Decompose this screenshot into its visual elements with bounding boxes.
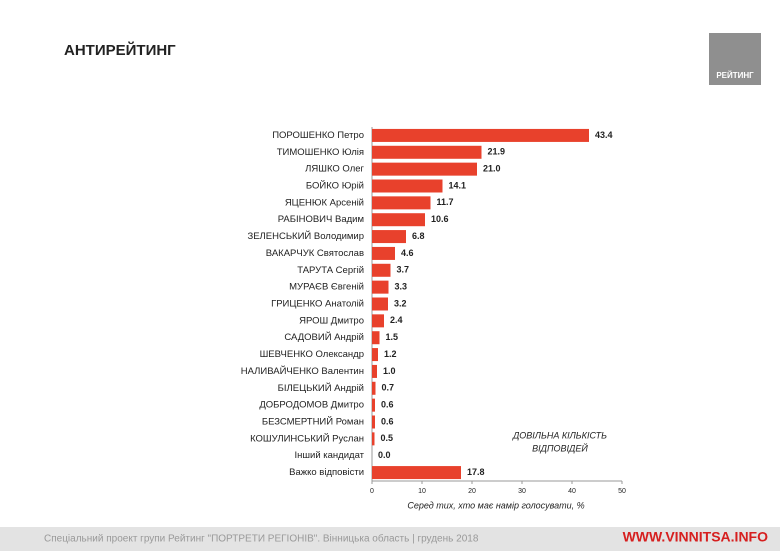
value-label: 21.0 <box>483 164 501 174</box>
y-tick-label: ЯРОШ Дмитро <box>299 315 364 326</box>
bar <box>372 331 380 345</box>
y-tick-label: НАЛИВАЙЧЕНКО Валентин <box>241 365 364 377</box>
bar <box>372 348 378 362</box>
bar <box>372 230 406 244</box>
value-label: 6.8 <box>412 231 425 241</box>
value-label: 0.6 <box>381 400 394 410</box>
bar <box>372 398 375 412</box>
bar <box>372 466 461 480</box>
value-label: 0.0 <box>378 450 391 460</box>
value-label: 2.4 <box>390 315 403 325</box>
y-tick-label: САДОВИЙ Андрій <box>284 331 364 343</box>
x-tick-label: 50 <box>618 488 626 495</box>
y-tick-label: ВАКАРЧУК Святослав <box>266 248 364 259</box>
value-label: 3.3 <box>395 282 408 292</box>
value-label: 4.6 <box>401 248 414 258</box>
value-label: 0.7 <box>382 383 395 393</box>
value-label: 17.8 <box>467 467 485 477</box>
y-tick-label: Важко відповісти <box>289 467 364 478</box>
bar <box>372 196 431 210</box>
x-tick-label: 30 <box>518 488 526 495</box>
logo-box <box>709 33 761 85</box>
y-tick-label: КОШУЛИНСЬКИЙ Руслан <box>250 432 364 444</box>
bar <box>372 314 384 328</box>
value-label: 11.7 <box>437 197 454 207</box>
y-tick-label: ЛЯШКО Олег <box>305 164 364 175</box>
bar <box>372 162 477 176</box>
y-tick-label: БІЛЕЦЬКИЙ Андрій <box>278 382 364 394</box>
y-tick-label: МУРАЄВ Євгеній <box>289 282 364 293</box>
bar <box>372 145 482 159</box>
y-tick-label: ТИМОШЕНКО Юлія <box>277 147 364 158</box>
y-tick-label: ТАРУТА Сергій <box>297 265 364 276</box>
watermark: WWW.VINNITSA.INFO <box>623 529 769 545</box>
value-label: 1.2 <box>384 349 397 359</box>
value-label: 43.4 <box>595 130 613 140</box>
bar <box>372 381 376 395</box>
value-label: 0.6 <box>381 416 394 426</box>
value-label: 10.6 <box>431 214 449 224</box>
value-label: 1.0 <box>383 366 396 376</box>
value-label: 3.2 <box>394 298 407 308</box>
x-tick-label: 20 <box>468 488 476 495</box>
footer: Спеціальний проект групи Рейтинг "ПОРТРЕ… <box>44 533 479 545</box>
value-label: 3.7 <box>397 265 410 275</box>
y-tick-label: ЗЕЛЕНСЬКИЙ Володимир <box>247 230 364 242</box>
bar <box>372 213 425 227</box>
y-tick-label: ДОБРОДОМОВ Дмитро <box>259 400 364 411</box>
bar <box>372 128 589 142</box>
value-label: 0.5 <box>381 433 394 443</box>
x-tick-label: 10 <box>418 488 426 495</box>
bar <box>372 179 443 193</box>
logo-text: РЕЙТИНГ <box>716 71 754 80</box>
y-tick-label: БОЙКО Юрій <box>306 180 364 192</box>
footer-bar <box>0 527 780 551</box>
bar <box>372 415 375 429</box>
bar <box>372 280 389 294</box>
annotation: ДОВІЛЬНА КІЛЬКІСТЬ <box>512 430 607 440</box>
value-label: 21.9 <box>488 147 506 157</box>
y-tick-label: ШЕВЧЕНКО Олександр <box>260 349 364 360</box>
bar <box>372 263 391 277</box>
x-tick-label: 0 <box>370 488 374 495</box>
annotation: ВІДПОВІДЕЙ <box>532 442 588 453</box>
bar <box>372 364 377 378</box>
value-label: 14.1 <box>449 180 467 190</box>
bar <box>372 246 395 260</box>
x-axis-label: Серед тих, хто має намір голосувати, % <box>407 500 584 510</box>
y-tick-label: ГРИЦЕНКО Анатолій <box>271 299 364 310</box>
y-tick-label: ПОРОШЕНКО Петро <box>272 130 364 141</box>
y-tick-label: БЕЗСМЕРТНИЙ Роман <box>262 416 364 428</box>
bar <box>372 432 375 446</box>
bar <box>372 297 388 311</box>
y-tick-label: ЯЦЕНЮК Арсеній <box>285 197 364 208</box>
y-tick-label: РАБІНОВИЧ Вадим <box>278 214 364 225</box>
chart-title: АНТИРЕЙТИНГ <box>64 41 176 59</box>
value-label: 1.5 <box>386 332 399 342</box>
y-tick-label: Інший кандидат <box>295 450 365 461</box>
x-tick-label: 40 <box>568 488 576 495</box>
